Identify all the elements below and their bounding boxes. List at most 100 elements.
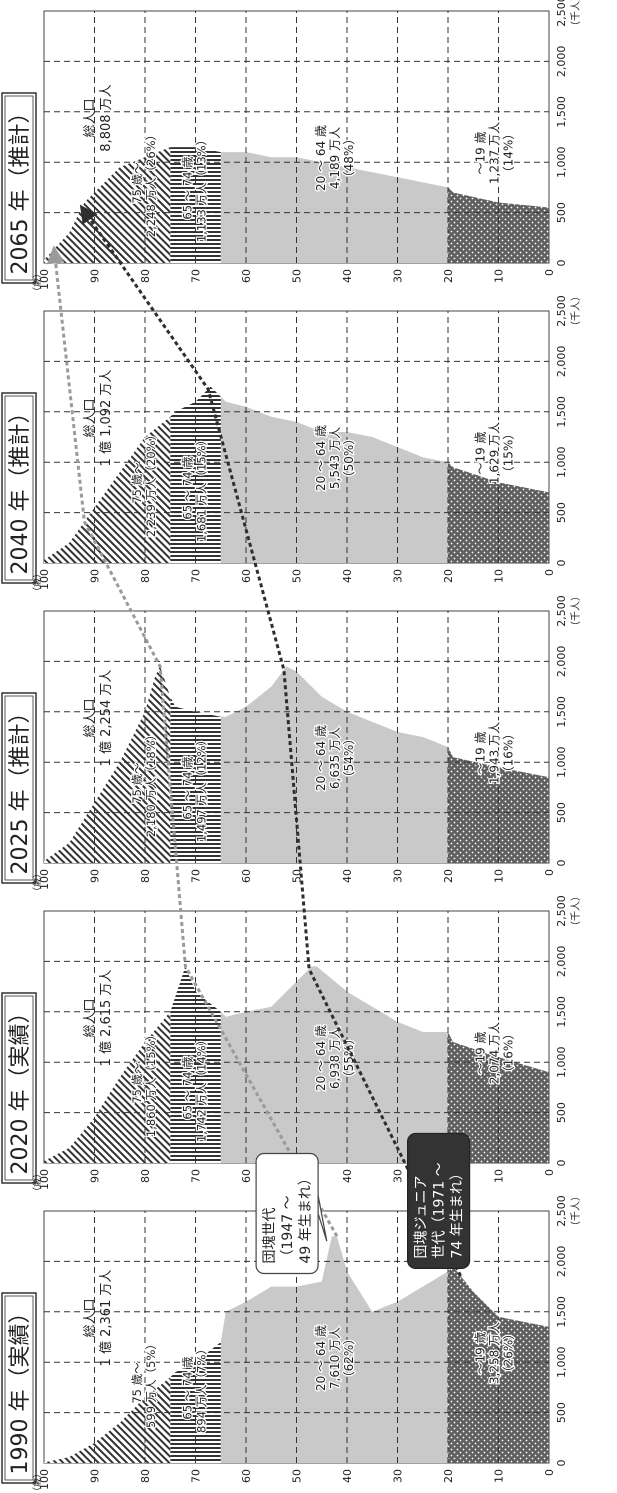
- segment-label: ～19 歳: [474, 431, 488, 474]
- panel-title-inner-box: [4, 1295, 34, 1481]
- segment-label: 6,938 万人: [328, 1027, 342, 1089]
- segment-label: （16%）: [502, 728, 516, 779]
- x-tick-label: 2,000: [555, 346, 568, 378]
- y-tick-label: 90: [89, 869, 102, 883]
- x-tick-label: 500: [555, 1102, 568, 1123]
- y-tick-label: 0: [543, 869, 556, 876]
- panel-title: 2025 年（推計）: [8, 702, 33, 875]
- y-unit-label: （歳）: [31, 269, 43, 296]
- segment-label: （14%）: [502, 128, 516, 179]
- pyramid-panel-0: 1990 年（実績） 0 10 20 30 40 50 60 70 80 90 100（歳） 0 500 1…: [1, 1191, 582, 1493]
- x-tick-label: 1,500: [555, 996, 568, 1028]
- y-tick-label: 40: [341, 1169, 354, 1183]
- pyramid-panel-4: 2065 年（推計） 0 10 20 30 40 50 60 70 80 90 100（歳） 0 500 1…: [1, 0, 582, 296]
- segment-label: （62%）: [342, 1333, 356, 1384]
- x-tick-label: 2,500: [555, 1195, 568, 1227]
- segment-label: ～19 歳: [474, 131, 488, 174]
- segment-label: （55%）: [342, 1033, 356, 1084]
- y-tick-label: 40: [341, 269, 354, 283]
- y-tick-label: 30: [392, 1169, 405, 1183]
- age-band-1: [220, 666, 448, 863]
- segment-label: （15%）: [502, 428, 516, 479]
- y-tick-label: 60: [240, 869, 253, 883]
- dankai-callout-pointer: [317, 1195, 328, 1242]
- x-unit-label: （千人）: [570, 1191, 582, 1231]
- y-tick-label: 80: [139, 1169, 152, 1183]
- x-tick-label: 2,000: [555, 646, 568, 678]
- segment-label: 65 ～ 74 歳: [181, 456, 195, 520]
- y-tick-label: 10: [493, 569, 506, 583]
- segment-label: 1,133 万人（13%）: [195, 134, 209, 242]
- x-tick-label: 2,500: [555, 295, 568, 327]
- segment-label: 75 歳～: [130, 162, 144, 204]
- y-tick-label: 0: [543, 269, 556, 276]
- x-tick-label: 0: [555, 260, 568, 267]
- segment-label: 20 ～ 64 歳: [314, 1025, 328, 1091]
- y-tick-label: 50: [291, 869, 304, 883]
- segment-label: 65 ～ 74 歳: [181, 756, 195, 820]
- y-tick-label: 50: [291, 269, 304, 283]
- x-unit-label: （千人）: [570, 891, 582, 931]
- pyramid-panel-2: 2025 年（推計） 0 10 20 30 40 50 60 70 80 90 100（歳） 0 500 1…: [1, 591, 582, 896]
- y-tick-label: 90: [89, 1469, 102, 1483]
- y-tick-label: 50: [291, 569, 304, 583]
- segment-label: 4,189 万人: [328, 127, 342, 189]
- panel-title-box: [1, 392, 37, 584]
- segment-label: （48%）: [342, 133, 356, 184]
- segment-label: 1,497 万人（12%）: [195, 734, 209, 842]
- segment-label: 7,610 万人: [328, 1327, 342, 1389]
- panel-title: 2040 年（推計）: [8, 402, 33, 575]
- y-tick-label: 70: [190, 1169, 203, 1183]
- dankai-junior-callout-text: 世代（1971 ～: [432, 1162, 448, 1258]
- segment-label: 1,742 万人（14%）: [195, 1034, 209, 1142]
- y-tick-label: 10: [493, 1469, 506, 1483]
- y-tick-label: 60: [240, 1169, 253, 1183]
- segment-label: 2,074 万人: [488, 1022, 502, 1084]
- y-tick-label: 40: [341, 569, 354, 583]
- segment-label: 65 ～ 74 歳: [181, 1356, 195, 1420]
- y-tick-label: 20: [442, 569, 455, 583]
- y-tick-label: 40: [341, 1469, 354, 1483]
- panel-title-inner-box: [4, 95, 34, 281]
- dankai-callout-text: （1947 ～: [280, 1195, 296, 1263]
- panel-title-box: [1, 992, 37, 1184]
- x-tick-label: 500: [555, 202, 568, 223]
- y-tick-label: 60: [240, 569, 253, 583]
- panel-title-inner-box: [4, 395, 34, 581]
- y-tick-label: 40: [341, 869, 354, 883]
- age-band-3: [44, 1011, 171, 1163]
- total-population-label: 総人口: [83, 98, 98, 137]
- x-tick-label: 0: [555, 560, 568, 567]
- total-population-label: 総人口: [83, 698, 98, 737]
- y-tick-label: 60: [240, 269, 253, 283]
- y-tick-label: 70: [190, 569, 203, 583]
- x-tick-label: 0: [555, 1160, 568, 1167]
- segment-label: 75 歳～: [130, 462, 144, 504]
- y-tick-label: 80: [139, 869, 152, 883]
- y-tick-label: 30: [392, 269, 405, 283]
- y-tick-label: 100: [38, 1469, 51, 1490]
- age-band-1: [220, 396, 448, 563]
- y-unit-label: （歳）: [31, 869, 43, 896]
- dankai-junior-callout-text: 74 年生まれ）: [450, 1166, 466, 1258]
- x-tick-label: 1,500: [555, 1296, 568, 1328]
- total-population-label: 1 億 2,254 万人: [98, 670, 114, 767]
- y-tick-label: 80: [139, 269, 152, 283]
- y-tick-label: 100: [38, 1169, 51, 1190]
- age-band-1: [220, 966, 448, 1163]
- y-tick-label: 90: [89, 1169, 102, 1183]
- age-band-2: [170, 386, 221, 563]
- x-tick-label: 2,000: [555, 1246, 568, 1278]
- x-unit-label: （千人）: [570, 0, 582, 31]
- y-tick-label: 0: [543, 1469, 556, 1476]
- segment-label: 1,943 万人: [488, 722, 502, 784]
- dankai-junior-callout-text: 団塊ジュニア: [414, 1175, 430, 1258]
- segment-label: 65 ～ 74 歳: [181, 1056, 195, 1120]
- segment-label: 1,681 万人（15%）: [195, 434, 209, 542]
- x-tick-label: 0: [555, 1460, 568, 1467]
- x-tick-label: 0: [555, 860, 568, 867]
- pyramid-panel-1: 2020 年（実績）0102030405060708090100（歳）05001…: [1, 891, 582, 1196]
- age-band-3: [44, 666, 171, 863]
- y-unit-label: （歳）: [31, 569, 43, 596]
